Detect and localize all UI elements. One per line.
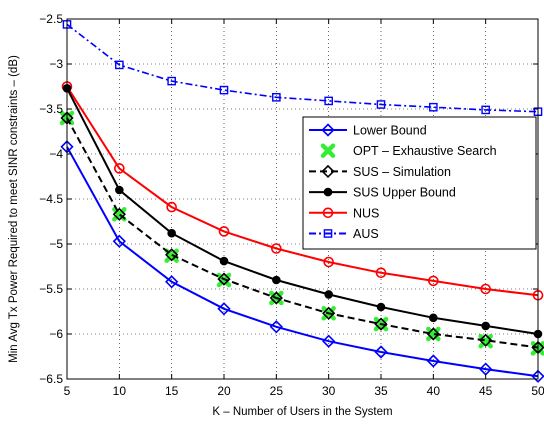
data-point [426,327,440,341]
y-tick-label: −3 [49,57,63,71]
data-point [322,334,336,348]
legend-label: Lower Bound [353,124,427,138]
data-point [376,302,386,312]
x-tick-label: 5 [64,384,71,398]
data-point [374,345,388,359]
x-tick-label: 50 [531,384,544,398]
data-point [376,100,386,109]
legend-marker [321,164,335,179]
legend-marker [323,229,333,238]
legend-label: NUS [353,206,379,220]
data-point [531,369,544,383]
x-tick-label: 40 [427,384,441,398]
legend-entry: OPT – Exhaustive Search [320,143,497,158]
data-point [272,92,281,102]
data-point [166,201,177,213]
data-point [322,306,336,320]
y-axis-title: Min Avg Tx Power Required to meet SINR c… [8,55,20,363]
data-point [167,228,176,238]
legend-entry: SUS Upper Bound [309,186,456,200]
legend-entry: SUS – Simulation [309,164,451,179]
y-tick-label: −3.5 [39,102,63,116]
data-point [481,321,490,331]
data-point [426,354,440,368]
series-line [66,146,539,378]
legend-label: AUS [353,227,379,241]
x-marker-stroke [320,143,336,158]
data-point [217,272,231,286]
data-point [324,96,333,106]
data-point [219,85,229,95]
x-tick-label: 15 [165,384,179,398]
data-point [374,317,388,331]
x-tick-label: 35 [374,384,388,398]
legend-label: OPT – Exhaustive Search [353,144,497,158]
legend-marker [320,143,336,158]
legend-entry: NUS [309,206,379,220]
data-point [167,76,176,86]
data-point [219,256,229,266]
series-line [66,23,539,113]
data-point [115,60,124,70]
x-marker-stroke [426,326,441,342]
data-point [165,275,179,289]
series-sus-upper-bound [62,84,543,339]
data-point [269,291,283,305]
data-point [218,226,230,237]
y-tick-label: −4 [49,147,63,161]
x-tick-label: 20 [217,384,231,398]
y-tick-label: −5 [49,237,63,251]
data-point [429,313,438,323]
legend-marker [321,123,335,137]
series-layer [59,20,544,383]
x-marker-stroke [112,207,127,222]
x-tick-label: 10 [113,384,127,398]
legend-label: SUS – Simulation [353,165,451,179]
data-point [271,243,282,254]
data-point [269,320,283,334]
series-line [66,87,539,335]
data-point [426,326,441,342]
data-point [272,275,281,285]
y-tick-label: −2.5 [39,12,63,26]
y-tick-label: −6.5 [39,372,63,386]
data-point [429,102,438,112]
legend-marker [323,187,333,197]
data-point [112,207,126,221]
data-point [481,105,490,115]
series-sus-simulation [60,111,544,355]
y-tick-label: −4.5 [39,192,63,206]
x-axis-title: K – Number of Users in the System [212,406,392,418]
series-line [66,117,539,349]
data-point [217,302,231,316]
data-point [324,290,333,299]
series-line [66,85,539,297]
data-point [428,275,439,287]
y-tick-label: −5.5 [39,282,63,296]
x-tick-label: 45 [479,384,493,398]
legend-marker [322,207,334,219]
series-lower-bound [60,140,544,383]
data-point [114,163,125,174]
data-point [479,333,493,347]
y-tick-label: −6 [49,327,63,341]
data-point [480,283,491,295]
x-tick-label: 25 [270,384,284,398]
data-point [165,248,179,262]
data-point [115,185,124,195]
legend: Lower Bound OPT – Exhaustive Search SUS – … [302,116,537,250]
data-point [323,256,334,268]
data-point [375,267,387,279]
legend-entry: Lower Bound [309,123,427,138]
legend-entry: AUS [309,227,379,241]
x-tick-label: 30 [322,384,336,398]
axes: 5 10 15 20 25 30 35 40 45 50 −6.5 −6 −5.5 −5 −4.5 −4 −3.… [39,12,544,398]
legend-box [302,116,537,250]
legend-label: SUS Upper Bound [353,186,456,200]
data-point [112,234,126,248]
